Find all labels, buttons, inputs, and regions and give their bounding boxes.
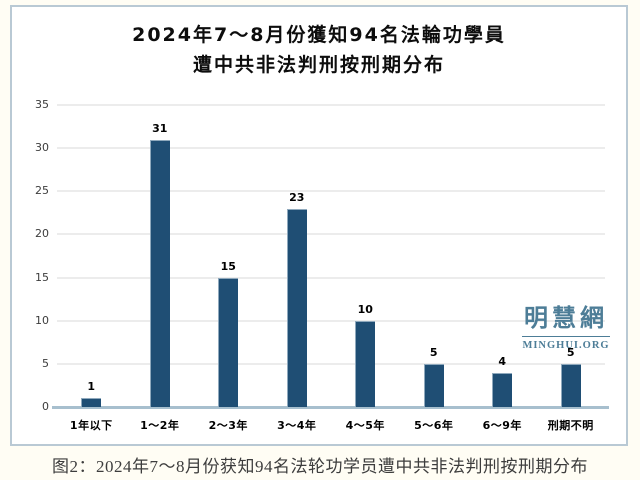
chart-title: 2024年7～8月份獲知94名法輪功學員 遭中共非法判刑按刑期分布 (12, 20, 626, 80)
bar (81, 398, 102, 407)
bar (218, 277, 239, 407)
y-tick-label: 30 (35, 141, 49, 155)
gridline (57, 233, 605, 236)
x-tick-label: 4～5年 (345, 419, 385, 432)
bar-value-label: 10 (357, 302, 373, 316)
x-tick-label: 1年以下 (69, 419, 113, 432)
bar-value-label: 5 (429, 345, 438, 359)
minghui-logo-text: 明慧網 (522, 298, 610, 337)
chart-title-line2: 遭中共非法判刑按刑期分布 (192, 54, 445, 76)
bar (355, 320, 376, 407)
y-tick-label: 25 (35, 184, 49, 198)
bar (560, 363, 581, 407)
x-tick-label: 1～2年 (140, 419, 180, 432)
x-tick-label: 3～4年 (277, 419, 317, 432)
bar-value-label: 4 (498, 354, 507, 368)
bar (286, 208, 307, 407)
y-tick-label: 10 (35, 313, 49, 327)
bar-value-label: 23 (289, 190, 305, 204)
chart-frame: 2024年7～8月份獲知94名法輪功學員 遭中共非法判刑按刑期分布 0 5 10 15… (10, 5, 628, 446)
x-tick-label: 刑期不明 (547, 419, 594, 432)
minghui-url-text: MINGHUI.ORG (522, 340, 610, 351)
bar-value-label: 31 (152, 121, 168, 135)
y-tick-label: 5 (42, 356, 49, 370)
chart-title-line1: 2024年7～8月份獲知94名法輪功學員 (132, 24, 506, 46)
y-tick-label: 0 (42, 400, 49, 413)
gridline (57, 319, 605, 322)
x-tick-label: 6～9年 (482, 419, 522, 432)
y-tick-label: 15 (35, 270, 49, 284)
figure-caption: 图2：2024年7～8月份获知94名法轮功学员遭中共非法判刑按刑期分布 (52, 457, 588, 476)
minghui-watermark: 明慧網 MINGHUI.ORG (522, 298, 610, 351)
bar-value-label: 1 (87, 380, 96, 394)
bar (492, 372, 513, 407)
gridline (57, 190, 605, 193)
y-tick-label: 35 (35, 98, 49, 111)
bar (149, 139, 170, 407)
x-tick-label: 2～3年 (208, 419, 248, 432)
x-tick-label: 5～6年 (414, 419, 454, 432)
bar-value-label: 5 (566, 345, 575, 359)
bar-value-label: 15 (220, 259, 236, 273)
plot-area: 0 5 10 15 20 25 30 35 1 1年以下 31 1～2年 15 2～3年 23 3～4年 10 4… (35, 98, 609, 432)
gridline (57, 104, 605, 106)
gridline (57, 147, 605, 150)
y-tick-label: 20 (35, 227, 49, 241)
gridline (57, 362, 605, 365)
gridline (57, 276, 605, 279)
x-axis-baseline (52, 406, 609, 409)
bar (423, 363, 444, 407)
